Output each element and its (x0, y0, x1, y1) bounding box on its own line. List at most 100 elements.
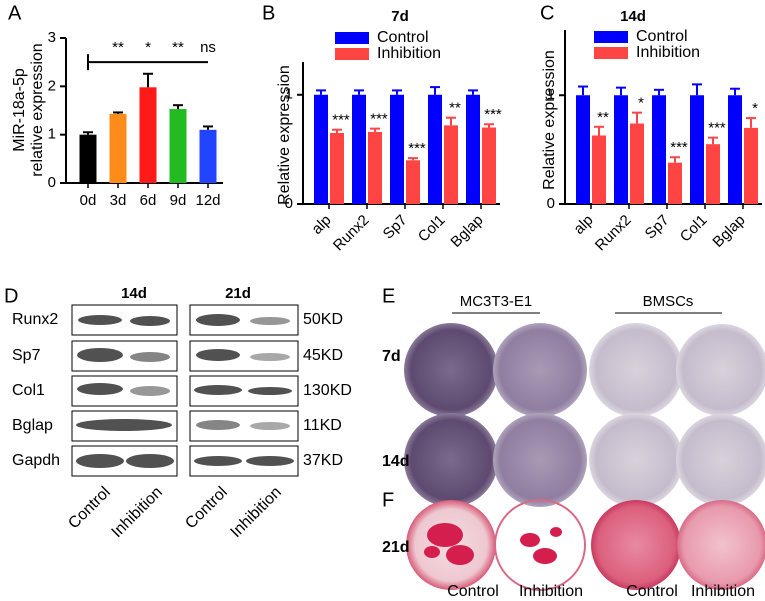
significance-label: * (638, 95, 644, 112)
bar (690, 95, 704, 204)
stained-dish (404, 413, 498, 507)
bar (744, 127, 758, 204)
bar (199, 129, 217, 183)
error-bar (173, 104, 183, 110)
bar (466, 94, 480, 204)
size-label: 130KD (303, 382, 352, 399)
bar (368, 131, 382, 204)
x-tick-label: Col1 (415, 212, 449, 246)
stained-dish (589, 413, 683, 507)
legend-swatch (594, 47, 628, 59)
x-tick-label: 3d (110, 192, 127, 209)
error-bar (370, 127, 380, 132)
row-label: 7d (382, 348, 401, 365)
bar (706, 144, 720, 204)
error-bar (113, 111, 123, 114)
stained-dish (676, 414, 765, 506)
blot-frame (189, 340, 299, 372)
significance-label: *** (670, 139, 688, 156)
x-tick-label: 12d (195, 192, 220, 209)
error-bar (692, 83, 702, 96)
error-bar (484, 123, 494, 128)
size-label: 37KD (303, 452, 343, 469)
x-tick-label: Runx2 (592, 212, 635, 255)
error-bar (578, 85, 588, 96)
y-tick-label: 0 (547, 195, 555, 212)
lane-label: Inhibition (228, 484, 285, 541)
stained-dish (493, 323, 587, 417)
bar (592, 135, 606, 204)
blot-frame (71, 445, 178, 477)
x-tick-label: alp (570, 212, 596, 238)
bar (330, 133, 344, 204)
y-axis-label: Relative expression (541, 50, 558, 190)
bar (576, 95, 590, 204)
blot-frame (189, 410, 299, 442)
significance-label: ns (200, 39, 216, 56)
panel-label: C (540, 2, 554, 24)
x-tick-label: 6d (140, 192, 157, 209)
bar (109, 113, 127, 183)
x-tick-label: alp (308, 212, 334, 238)
blot-frame (189, 304, 299, 336)
legend-label: Inhibition (377, 45, 441, 62)
legend-label: Control (636, 28, 688, 45)
blot-frame (189, 375, 299, 407)
blot-frame (71, 375, 178, 407)
column-label: Inhibition (691, 583, 755, 600)
cell-line-label: MC3T3-E1 (460, 293, 533, 310)
error-bar (468, 89, 478, 95)
error-bar (446, 116, 456, 126)
x-tick-label: Col1 (677, 212, 711, 246)
x-tick-label: Sp7 (642, 212, 673, 243)
stained-dish (591, 500, 681, 590)
panel-label: B (262, 2, 275, 24)
cell-line-label: BMSCs (643, 293, 694, 310)
significance-label: ** (172, 39, 184, 56)
error-bar (616, 86, 626, 96)
significance-label: *** (484, 106, 502, 123)
bar (352, 94, 366, 204)
bar (390, 94, 404, 204)
panel-label: A (8, 2, 22, 24)
stain-nodules (424, 523, 562, 565)
error-bar (632, 111, 642, 124)
x-tick-label: Runx2 (330, 212, 373, 255)
protein-label: Sp7 (12, 347, 41, 364)
column-label: Inhibition (519, 583, 583, 600)
bar (139, 87, 157, 183)
size-label: 45KD (303, 347, 343, 364)
panel-label: D (4, 285, 18, 307)
bar (428, 94, 442, 204)
error-bar (594, 125, 604, 136)
x-tick-label: 0d (80, 192, 97, 209)
error-bar (203, 125, 213, 130)
bar (482, 127, 496, 204)
protein-label: Runx2 (12, 311, 58, 328)
bar (728, 95, 742, 204)
stained-dish (589, 323, 683, 417)
error-bar (708, 136, 718, 145)
significance-label: *** (408, 140, 426, 157)
stained-dish (677, 500, 765, 590)
protein-label: Col1 (12, 382, 45, 399)
y-tick-label: 1 (48, 126, 56, 143)
legend-swatch (594, 31, 628, 43)
y-tick-label: 0 (48, 174, 56, 191)
legend-label: Control (377, 29, 429, 46)
lane-label: Control (182, 484, 231, 533)
row-label: 21d (382, 539, 410, 556)
significance-label: ** (597, 109, 609, 126)
stained-dish (676, 324, 765, 416)
y-tick-label: 1 (547, 86, 555, 103)
significance-label: * (752, 100, 758, 117)
error-bar (392, 89, 402, 95)
error-bar (143, 72, 153, 88)
error-bar (430, 86, 440, 95)
bar (614, 95, 628, 204)
error-bar (332, 128, 342, 133)
y-axis-label: relative expression (29, 43, 46, 176)
group-label: 14d (121, 285, 147, 302)
size-label: 50KD (303, 311, 343, 328)
